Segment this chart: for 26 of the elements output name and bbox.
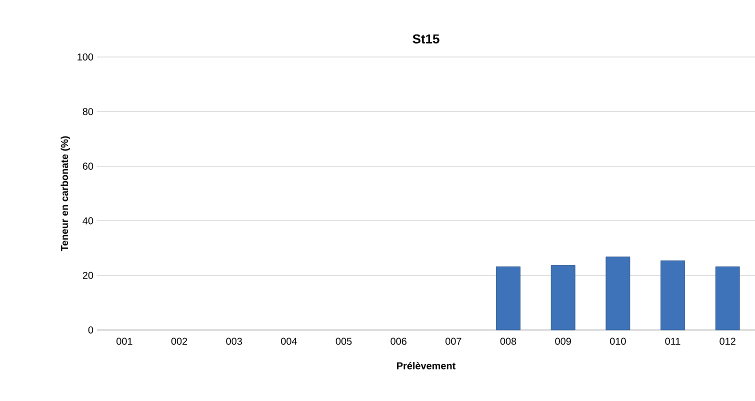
y-tick-label: 40 — [82, 217, 94, 224]
x-tick-label: 009 — [555, 338, 571, 345]
y-tick-label: 0 — [88, 326, 94, 334]
y-tick-label: 20 — [82, 272, 94, 279]
y-tick-label: 80 — [82, 108, 94, 116]
x-tick-label: 002 — [171, 338, 188, 345]
bar — [496, 266, 520, 330]
x-tick-label: 003 — [226, 338, 242, 345]
x-tick-label: 007 — [446, 338, 462, 345]
x-tick-label: 001 — [116, 338, 132, 345]
bar — [550, 265, 576, 330]
x-tick-label: 004 — [281, 338, 297, 345]
x-tick-label: 012 — [720, 338, 736, 345]
bar — [606, 256, 630, 330]
y-tick-label: 60 — [82, 162, 94, 170]
x-tick-label: 006 — [390, 338, 406, 345]
x-tick-label: 005 — [336, 338, 352, 345]
x-axis-title: Prélèvement — [397, 362, 456, 370]
bar — [660, 260, 685, 330]
y-axis-title: Teneur en carbonate (%) — [60, 136, 70, 252]
x-tick-label: 011 — [665, 338, 680, 345]
bar — [715, 266, 740, 330]
x-tick-label: 010 — [610, 338, 626, 345]
y-tick-label: 100 — [78, 53, 94, 61]
x-tick-label: 008 — [500, 338, 516, 345]
chart-title: St15 — [412, 34, 440, 44]
